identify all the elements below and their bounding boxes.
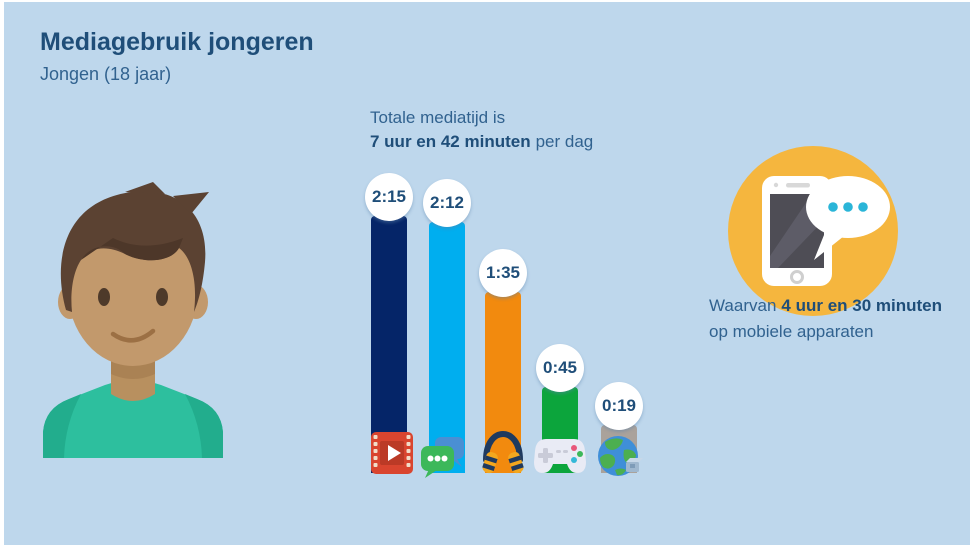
total-line2: 7 uur en 42 minuten per dag xyxy=(370,130,593,154)
mobile-feature-circle xyxy=(728,146,898,316)
mobile-bold-value: 4 uur en 30 minuten xyxy=(781,296,942,315)
bar-chat-value-badge: 2:12 xyxy=(423,179,471,227)
bar-video-value: 2:15 xyxy=(371,187,407,206)
bar-gaming-value-badge: 0:45 xyxy=(536,344,584,392)
globe-icon xyxy=(597,434,643,483)
bar-internet-value-badge: 0:19 xyxy=(595,382,643,430)
bar-internet-value: 0:19 xyxy=(601,396,637,415)
video-film-icon xyxy=(370,431,414,480)
bar-chat-value: 2:12 xyxy=(429,193,465,212)
gamepad-icon xyxy=(533,437,587,480)
mobile-prefix: Waarvan xyxy=(709,296,777,315)
boy-avatar xyxy=(33,168,233,458)
total-bold-value: 7 uur en 42 minuten xyxy=(370,132,531,151)
mobile-line1: Waarvan 4 uur en 30 minuten xyxy=(709,293,942,319)
mobile-share-text: Waarvan 4 uur en 30 minuten op mobiele ap… xyxy=(709,293,942,345)
bar-video-value-badge: 2:15 xyxy=(365,173,413,221)
bar-music-value: 1:35 xyxy=(485,263,521,282)
speech-bubble-icon xyxy=(806,176,890,260)
chat-bubbles-icon xyxy=(420,434,466,483)
bar-chat-fill xyxy=(429,222,465,473)
page-title: Mediagebruik jongeren xyxy=(40,28,314,56)
bar-music-value-badge: 1:35 xyxy=(479,249,527,297)
bar-gaming-value: 0:45 xyxy=(542,358,578,377)
headphones-icon xyxy=(481,430,525,480)
mobile-line2: op mobiele apparaten xyxy=(709,322,874,341)
page-subtitle: Jongen (18 jaar) xyxy=(40,64,172,84)
total-media-time-text: Totale mediatijd is 7 uur en 42 minuten p… xyxy=(370,106,593,154)
total-line1: Totale mediatijd is xyxy=(370,108,506,127)
bar-video-fill xyxy=(371,216,407,473)
total-suffix: per dag xyxy=(535,132,594,151)
